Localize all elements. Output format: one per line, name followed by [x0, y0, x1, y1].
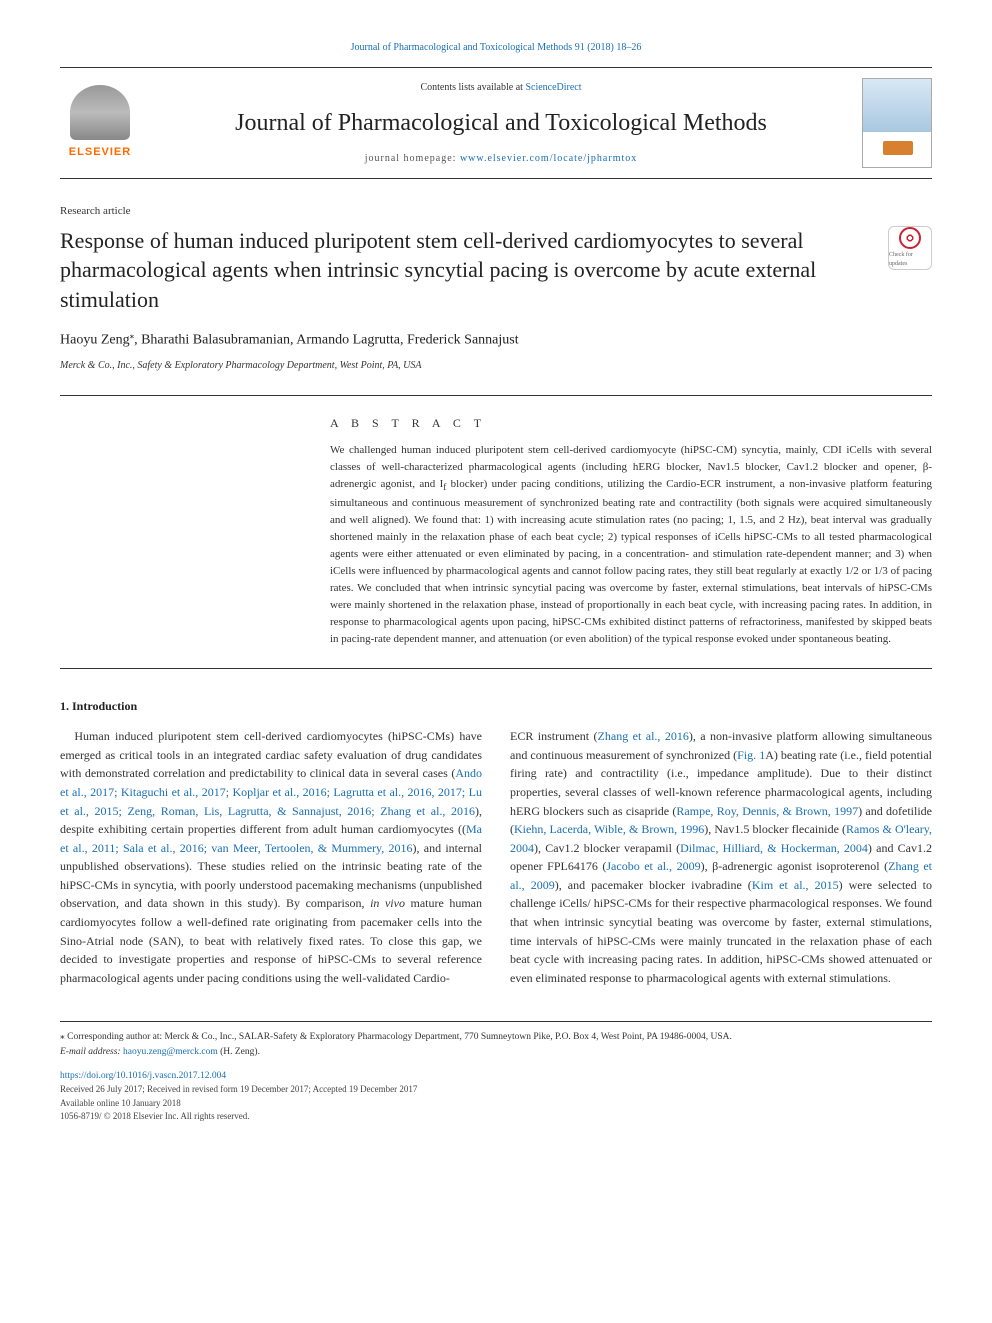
homepage-link[interactable]: www.elsevier.com/locate/jpharmtox — [460, 153, 637, 164]
journal-name: Journal of Pharmacological and Toxicolog… — [140, 105, 862, 141]
received-line: Received 26 July 2017; Received in revis… — [60, 1083, 932, 1097]
body-columns: Human induced pluripotent stem cell-deri… — [60, 727, 932, 987]
sciencedirect-link[interactable]: ScienceDirect — [525, 82, 581, 93]
intro-paragraph: Human induced pluripotent stem cell-deri… — [60, 727, 482, 987]
contents-prefix: Contents lists available at — [420, 82, 525, 93]
homepage-prefix: journal homepage: — [365, 153, 460, 164]
elsevier-tree-icon — [70, 85, 130, 140]
available-line: Available online 10 January 2018 — [60, 1097, 932, 1111]
page-header-citation: Journal of Pharmacological and Toxicolog… — [60, 40, 932, 55]
email-suffix: (H. Zeng). — [218, 1047, 260, 1057]
doi-line: https://doi.org/10.1016/j.vascn.2017.12.… — [60, 1069, 932, 1083]
affiliation: Merck & Co., Inc., Safety & Exploratory … — [60, 358, 932, 373]
crossmark-icon — [899, 227, 921, 249]
page-footer: ⁎ Corresponding author at: Merck & Co., … — [60, 1021, 932, 1123]
contents-line: Contents lists available at ScienceDirec… — [140, 80, 862, 95]
crossmark-label: Check for updates — [889, 251, 931, 269]
abstract-section: A B S T R A C T We challenged human indu… — [60, 395, 932, 669]
journal-cover-thumbnail — [862, 78, 932, 168]
citation-link[interactable]: Journal of Pharmacological and Toxicolog… — [351, 42, 642, 53]
abstract-right: A B S T R A C T We challenged human indu… — [330, 414, 932, 648]
abstract-text: We challenged human induced pluripotent … — [330, 442, 932, 648]
intro-heading: 1. Introduction — [60, 697, 932, 715]
crossmark-badge[interactable]: Check for updates — [888, 226, 932, 270]
doi-link[interactable]: https://doi.org/10.1016/j.vascn.2017.12.… — [60, 1071, 226, 1081]
email-link[interactable]: haoyu.zeng@merck.com — [123, 1047, 218, 1057]
abstract-left-gutter — [60, 414, 330, 648]
corresponding-author: ⁎ Corresponding author at: Merck & Co., … — [60, 1030, 932, 1044]
intro-continuation: ECR instrument (Zhang et al., 2016), a n… — [510, 729, 932, 985]
article-title: Response of human induced pluripotent st… — [60, 226, 888, 315]
email-line: E-mail address: haoyu.zeng@merck.com (H.… — [60, 1045, 932, 1059]
homepage-line: journal homepage: www.elsevier.com/locat… — [140, 151, 862, 166]
title-row: Response of human induced pluripotent st… — [60, 226, 932, 315]
article-type: Research article — [60, 203, 932, 220]
authors-line: Haoyu Zeng⁎, Bharathi Balasubramanian, A… — [60, 329, 932, 351]
elsevier-logo: ELSEVIER — [60, 85, 140, 161]
header-center: Contents lists available at ScienceDirec… — [140, 80, 862, 166]
abstract-heading: A B S T R A C T — [330, 414, 932, 432]
copyright-line: 1056-8719/ © 2018 Elsevier Inc. All righ… — [60, 1110, 932, 1124]
email-label: E-mail address: — [60, 1047, 123, 1057]
elsevier-wordmark: ELSEVIER — [69, 144, 131, 161]
journal-header: ELSEVIER Contents lists available at Sci… — [60, 67, 932, 179]
